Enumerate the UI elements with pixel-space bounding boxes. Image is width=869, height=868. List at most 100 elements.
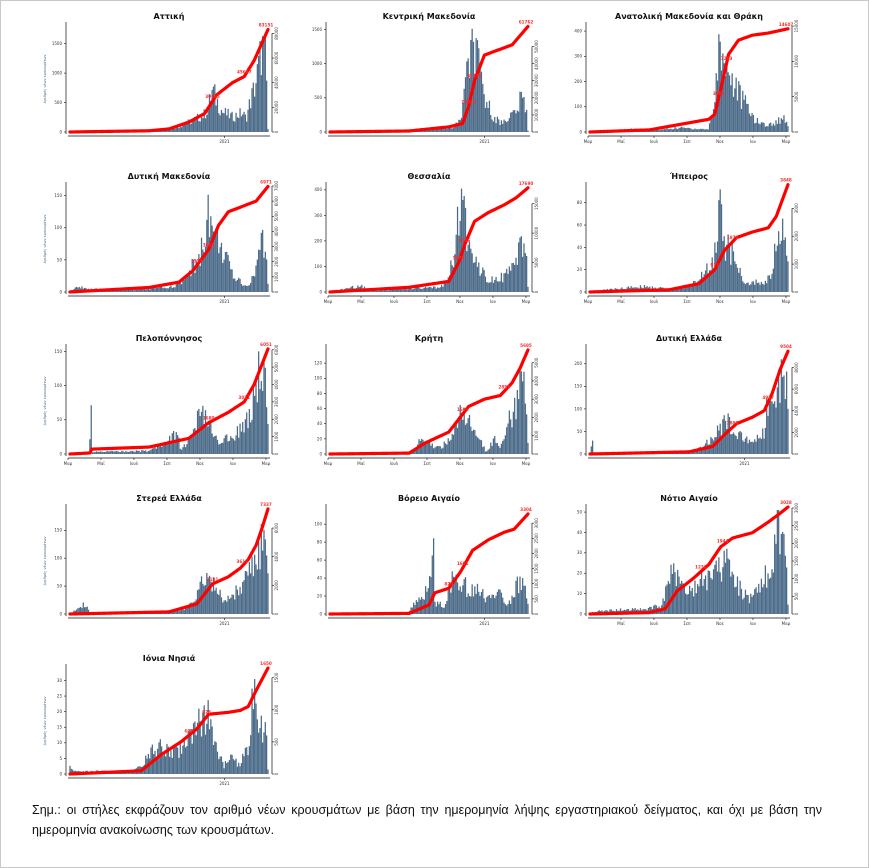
- bar-daily-cases: [731, 571, 733, 614]
- bar-daily-cases: [109, 451, 111, 454]
- bar-daily-cases: [527, 286, 529, 292]
- bar-daily-cases: [776, 510, 778, 614]
- bar-daily-cases: [716, 571, 719, 614]
- bar-daily-cases: [726, 56, 728, 132]
- cumulative-cases-line: [68, 666, 270, 776]
- left-y-tick-label: 500: [54, 100, 62, 105]
- bar-daily-cases: [129, 451, 131, 454]
- bar-daily-cases: [171, 757, 173, 774]
- bar-daily-cases: [252, 576, 254, 614]
- bar-daily-cases: [704, 270, 707, 292]
- bar-daily-cases: [452, 434, 455, 454]
- bar-daily-cases: [252, 709, 254, 774]
- right-y-tick-label: 6000: [274, 344, 279, 355]
- bar-daily-cases: [763, 584, 765, 614]
- bar-daily-cases: [452, 127, 455, 132]
- right-y-tick-label: 0: [274, 772, 279, 775]
- bar-daily-cases: [262, 550, 264, 614]
- bar-daily-cases: [191, 602, 193, 614]
- y-axis-title: Αριθμός νέων κρουσμάτων: [43, 215, 47, 264]
- bar-daily-cases: [463, 579, 465, 614]
- bar-daily-cases: [654, 130, 656, 132]
- bar-daily-cases: [674, 126, 676, 132]
- bar-daily-cases: [692, 596, 695, 614]
- bar-daily-cases: [188, 119, 191, 132]
- bar-daily-cases: [735, 586, 737, 614]
- bar-daily-cases: [415, 287, 417, 292]
- x-tick-label: Σεπ: [683, 299, 691, 304]
- bar-daily-cases: [145, 289, 147, 292]
- bar-daily-cases: [486, 102, 488, 132]
- bar-daily-cases: [764, 565, 767, 614]
- bar-daily-cases: [125, 451, 127, 454]
- bar-daily-cases: [454, 579, 456, 614]
- bar-daily-cases: [723, 63, 725, 132]
- bar-daily-cases: [130, 289, 132, 292]
- bar-daily-cases: [150, 288, 152, 292]
- bar-daily-cases: [738, 272, 740, 292]
- bar-daily-cases: [175, 746, 177, 774]
- bar-daily-cases: [787, 126, 789, 132]
- bar-daily-cases: [476, 40, 479, 132]
- bar-daily-cases: [679, 583, 681, 614]
- cumulative-annotation-label: 607: [184, 728, 193, 733]
- bar-daily-cases: [468, 414, 471, 454]
- bar-daily-cases: [149, 289, 151, 292]
- bar-daily-cases: [462, 419, 464, 454]
- bar-daily-cases: [81, 608, 83, 614]
- bar-daily-cases: [776, 245, 778, 292]
- bar-daily-cases: [740, 432, 743, 454]
- bar-daily-cases: [711, 117, 713, 132]
- cumulative-annotation-label: 7337: [260, 502, 272, 507]
- right-y-tick-label: 5000: [534, 257, 539, 268]
- bar-daily-cases: [251, 556, 253, 614]
- bar-daily-cases: [159, 286, 161, 292]
- bar-daily-cases: [685, 593, 687, 614]
- right-y-tick-label: 20000: [534, 91, 539, 104]
- bar-daily-cases: [163, 441, 165, 454]
- bar-daily-cases: [215, 435, 217, 454]
- bar-daily-cases: [379, 290, 382, 292]
- bar-daily-cases: [775, 251, 777, 292]
- bar-daily-cases: [250, 282, 252, 292]
- bar-daily-cases: [432, 448, 435, 454]
- right-y-tick-label: 1000: [534, 578, 539, 589]
- bar-daily-cases: [370, 290, 372, 292]
- bar-daily-cases: [157, 748, 159, 774]
- bar-daily-cases: [460, 591, 463, 614]
- bar-daily-cases: [754, 589, 756, 614]
- bar-daily-cases: [694, 281, 696, 292]
- bar-daily-cases: [417, 287, 419, 292]
- cumulative-annotation-label: 45607: [237, 70, 252, 75]
- bar-daily-cases: [228, 440, 231, 454]
- bar-daily-cases: [251, 276, 253, 292]
- bar-daily-cases: [210, 581, 212, 614]
- bar-daily-cases: [255, 564, 257, 614]
- bar-daily-cases: [260, 380, 262, 454]
- bar-daily-cases: [419, 288, 421, 292]
- bar-daily-cases: [222, 112, 224, 132]
- bar-daily-cases: [662, 598, 664, 614]
- bar-daily-cases: [254, 276, 256, 292]
- right-y-tick-label: 4000: [534, 375, 539, 386]
- bar-daily-cases: [686, 287, 688, 292]
- chart-svg: Κρήτη 1693 2852 5695 0 20 40 60 80 100 120 0 1000 200…: [314, 334, 539, 466]
- bar-daily-cases: [499, 281, 501, 292]
- bar-daily-cases: [122, 289, 124, 292]
- chart-svg: Στερεά Ελλάδα 2131 3615 7337 0 50 100 150 Αριθμό…: [43, 494, 279, 626]
- bar-daily-cases: [70, 768, 72, 774]
- bar-daily-cases: [243, 285, 245, 292]
- bar-daily-cases: [158, 287, 160, 292]
- bar-daily-cases: [227, 761, 229, 774]
- bar-daily-cases: [166, 743, 168, 774]
- bar-daily-cases: [186, 746, 188, 774]
- bar-daily-cases: [435, 288, 437, 292]
- bar-daily-cases: [247, 755, 249, 774]
- x-tick-label: Νοε: [716, 621, 724, 626]
- bar-daily-cases: [427, 441, 429, 454]
- bar-daily-cases: [183, 124, 185, 132]
- bar-daily-cases: [476, 583, 479, 614]
- bar-daily-cases: [123, 289, 126, 292]
- bar-daily-cases: [114, 451, 116, 454]
- bar-daily-cases: [731, 240, 733, 292]
